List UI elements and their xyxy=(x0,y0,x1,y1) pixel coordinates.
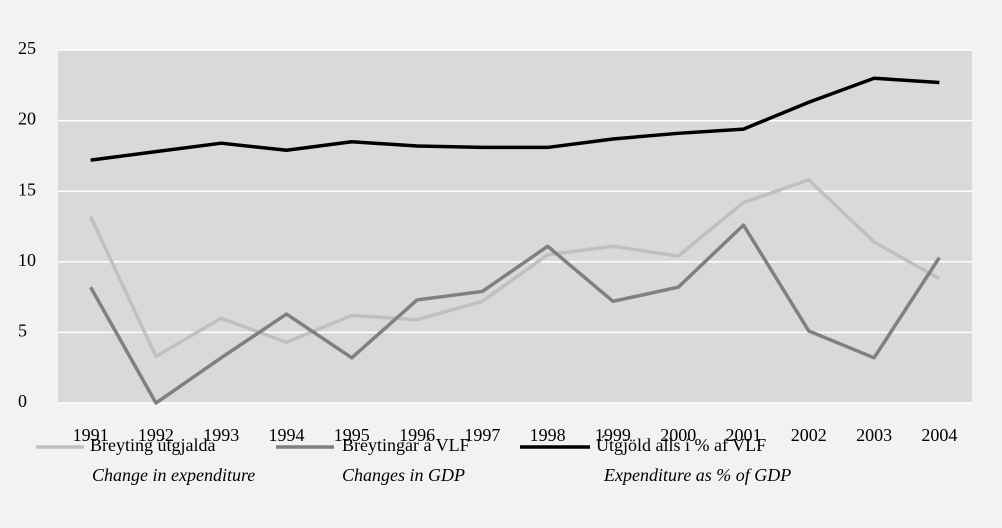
x-tick-label: 2001 xyxy=(726,425,762,445)
x-tick-label: 1998 xyxy=(530,425,566,445)
x-tick-label: 1999 xyxy=(595,425,631,445)
legend-label: Breyting útgjalda xyxy=(90,435,215,455)
x-tick-label: 2000 xyxy=(660,425,696,445)
legend-label: Breytingar á VLF xyxy=(342,435,470,455)
legend-label-en: Change in expenditure xyxy=(92,465,255,485)
legend-label-en: Expenditure as % of GDP xyxy=(603,465,791,485)
line xyxy=(89,178,941,359)
x-tick-label: 1993 xyxy=(203,425,239,445)
x-tick-label: 1992 xyxy=(138,425,174,445)
plot-area xyxy=(58,50,972,403)
x-tick-label: 1995 xyxy=(334,425,370,445)
y-tick-label: 10 xyxy=(18,250,36,270)
line xyxy=(90,76,940,162)
x-tick-label: 2003 xyxy=(856,425,892,445)
y-tick-label: 0 xyxy=(18,391,27,411)
x-tick-label: 1996 xyxy=(399,425,435,445)
y-tick-label: 20 xyxy=(18,109,36,129)
y-tick-label: 5 xyxy=(18,321,27,341)
x-tick-label: 2002 xyxy=(791,425,827,445)
x-tick-label: 1991 xyxy=(73,425,109,445)
line xyxy=(89,223,941,405)
legend-label: Útgjöld alls í % af VLF xyxy=(596,434,766,455)
x-tick-label: 1997 xyxy=(464,425,500,445)
y-tick-label: 25 xyxy=(18,38,36,58)
x-tick-label: 2004 xyxy=(921,425,957,445)
x-tick-label: 1994 xyxy=(269,425,305,445)
y-tick-label: 15 xyxy=(18,179,36,199)
legend-label-en: Changes in GDP xyxy=(342,465,465,485)
